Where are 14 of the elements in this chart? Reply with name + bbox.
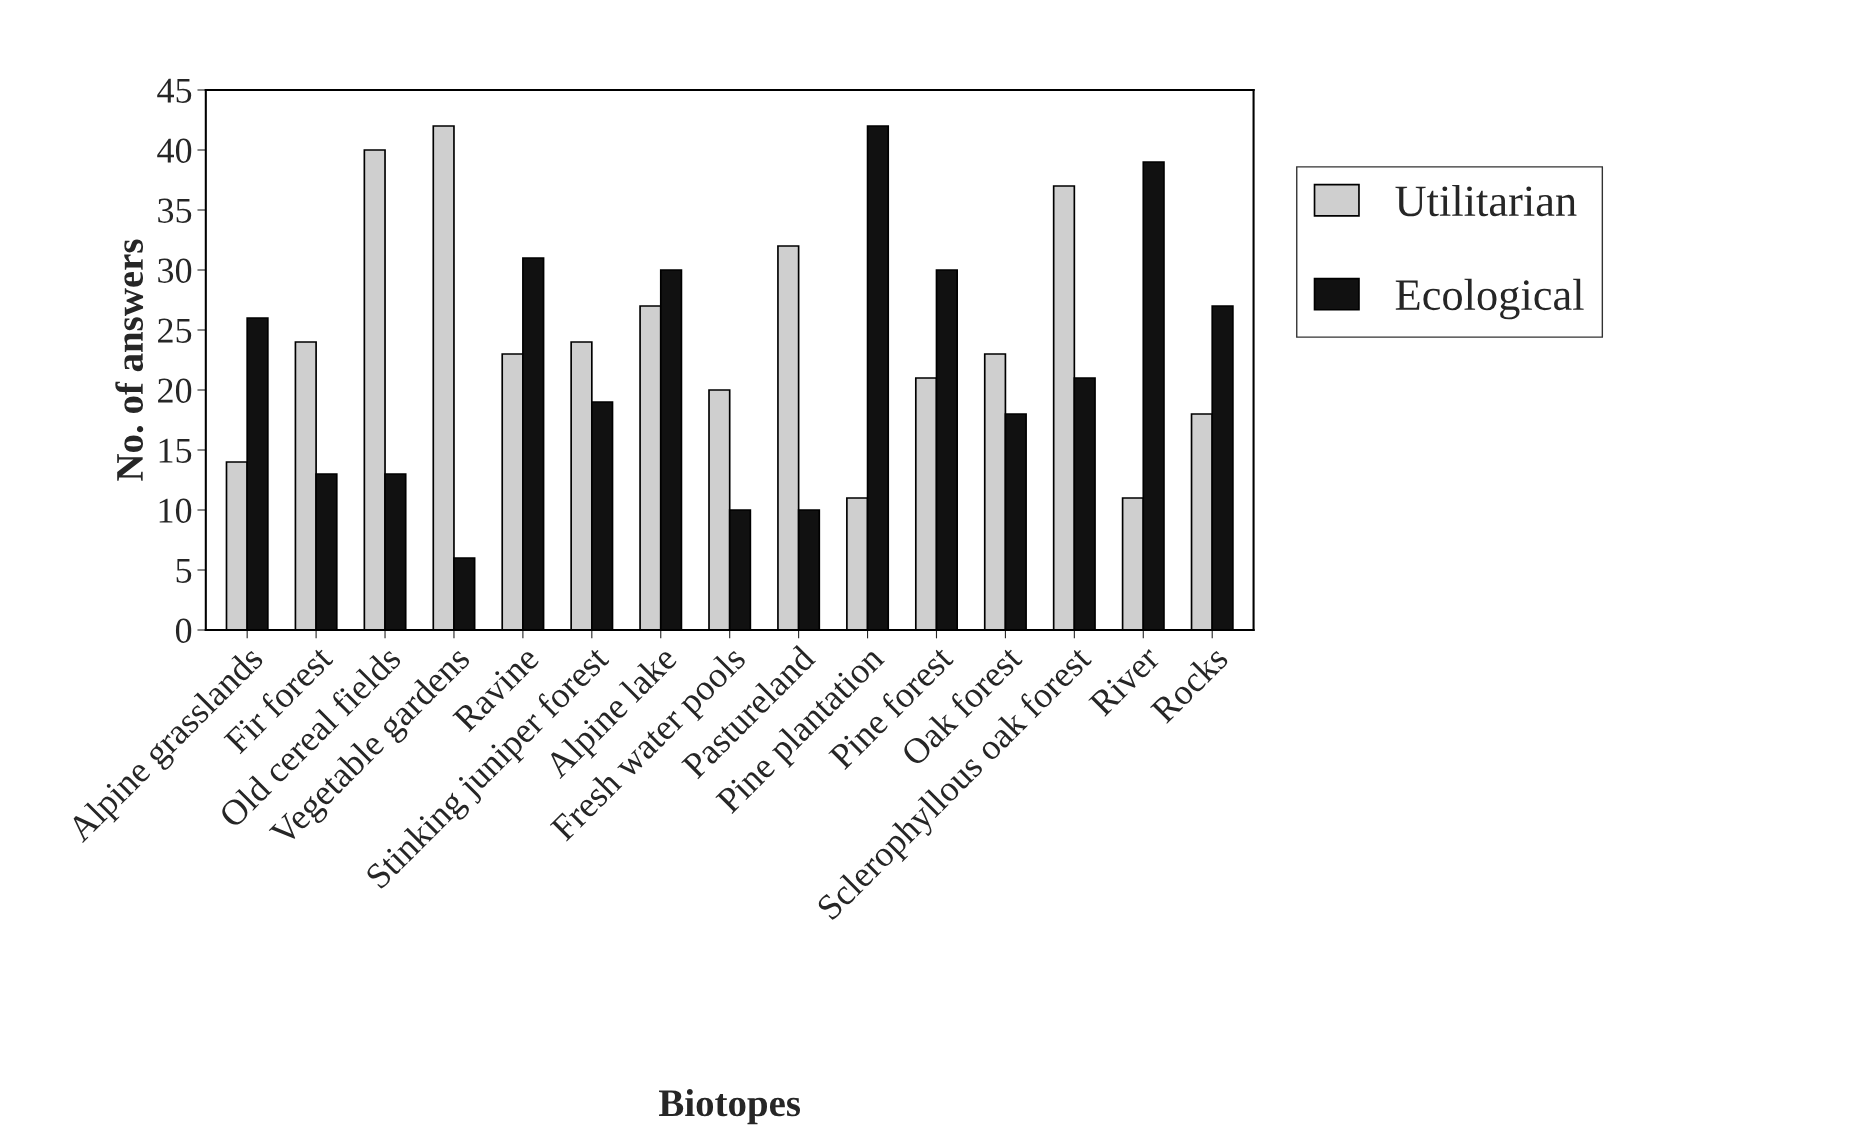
y-tick-label: 30: [158, 258, 192, 283]
y-tick-label: 25: [158, 318, 192, 343]
y-tick-label: 10: [159, 498, 192, 523]
y-tick-label: 15: [159, 438, 192, 463]
x-axis-title: Biotopes: [659, 1089, 801, 1125]
y-tick-label: 5: [176, 558, 192, 583]
y-tick-label: 0: [175, 618, 192, 643]
y-tick-label: 35: [158, 198, 192, 223]
y-tick-label: 20: [158, 378, 192, 403]
y-tick-label: 45: [157, 78, 192, 103]
legend-label: Utilitarian: [1395, 184, 1577, 217]
y-tick-label: 40: [157, 138, 192, 163]
y-axis-title: No. of answers: [115, 239, 144, 481]
legend-label: Ecological: [1395, 278, 1584, 320]
